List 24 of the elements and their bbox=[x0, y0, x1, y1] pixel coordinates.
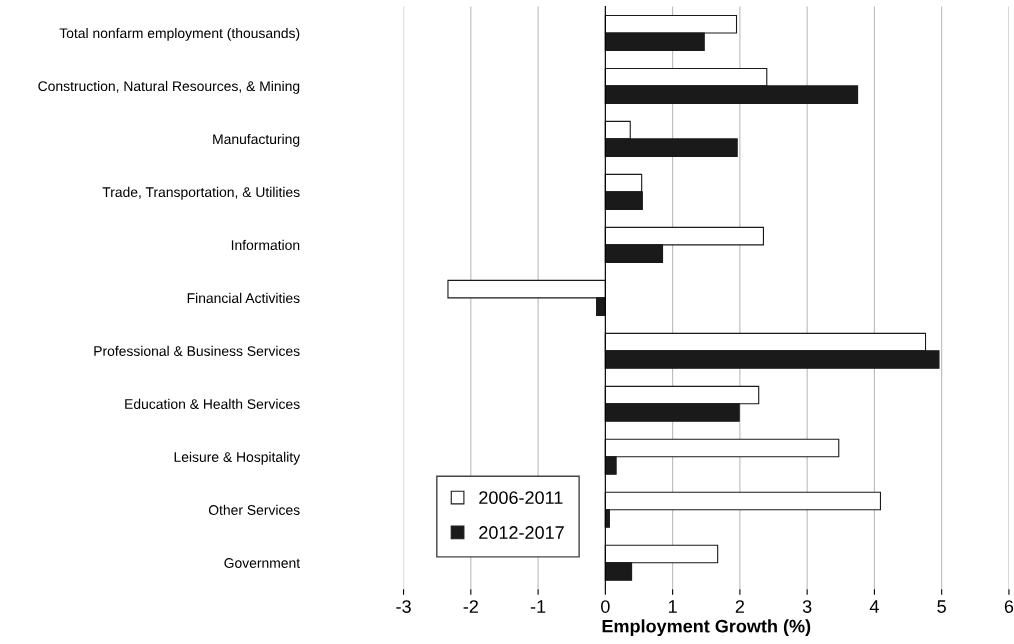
x-tick-label: -1 bbox=[530, 600, 546, 613]
x-tick-label: 2 bbox=[735, 600, 744, 613]
x-tick-label: 6 bbox=[1004, 600, 1014, 613]
x-tick-label: 4 bbox=[869, 600, 879, 613]
y-tick-label: Leisure & Hospitality bbox=[174, 451, 301, 465]
x-axis-title: Employment Growth (%) bbox=[602, 619, 811, 637]
x-tick-label: 1 bbox=[668, 600, 677, 613]
y-tick-label: Manufacturing bbox=[213, 133, 300, 147]
y-tick-label: Construction, Natural Resources, & Mining bbox=[38, 80, 300, 94]
y-tick-label: Trade, Transportation, & Utilities bbox=[102, 186, 300, 200]
y-tick-label: Professional & Business Services bbox=[94, 345, 300, 356]
y-tick-label: Other Services bbox=[208, 504, 300, 515]
y-tick-label: Total nonfarm employment (thousands) bbox=[59, 27, 300, 41]
x-tick-label: -2 bbox=[463, 600, 478, 613]
y-tick-label: Education & Health Services bbox=[125, 398, 300, 409]
x-tick-label: 3 bbox=[802, 600, 812, 613]
x-tick-label: 0 bbox=[601, 600, 610, 613]
x-tick-label: -3 bbox=[396, 600, 411, 613]
y-tick-label: Financial Activities bbox=[187, 292, 300, 304]
y-tick-label: Information bbox=[231, 239, 300, 251]
x-tick-label: 5 bbox=[937, 600, 946, 613]
legend-label: 2012-2017 bbox=[479, 526, 564, 539]
y-tick-label: Government bbox=[224, 558, 300, 568]
legend-label: 2006-2011 bbox=[479, 491, 563, 505]
